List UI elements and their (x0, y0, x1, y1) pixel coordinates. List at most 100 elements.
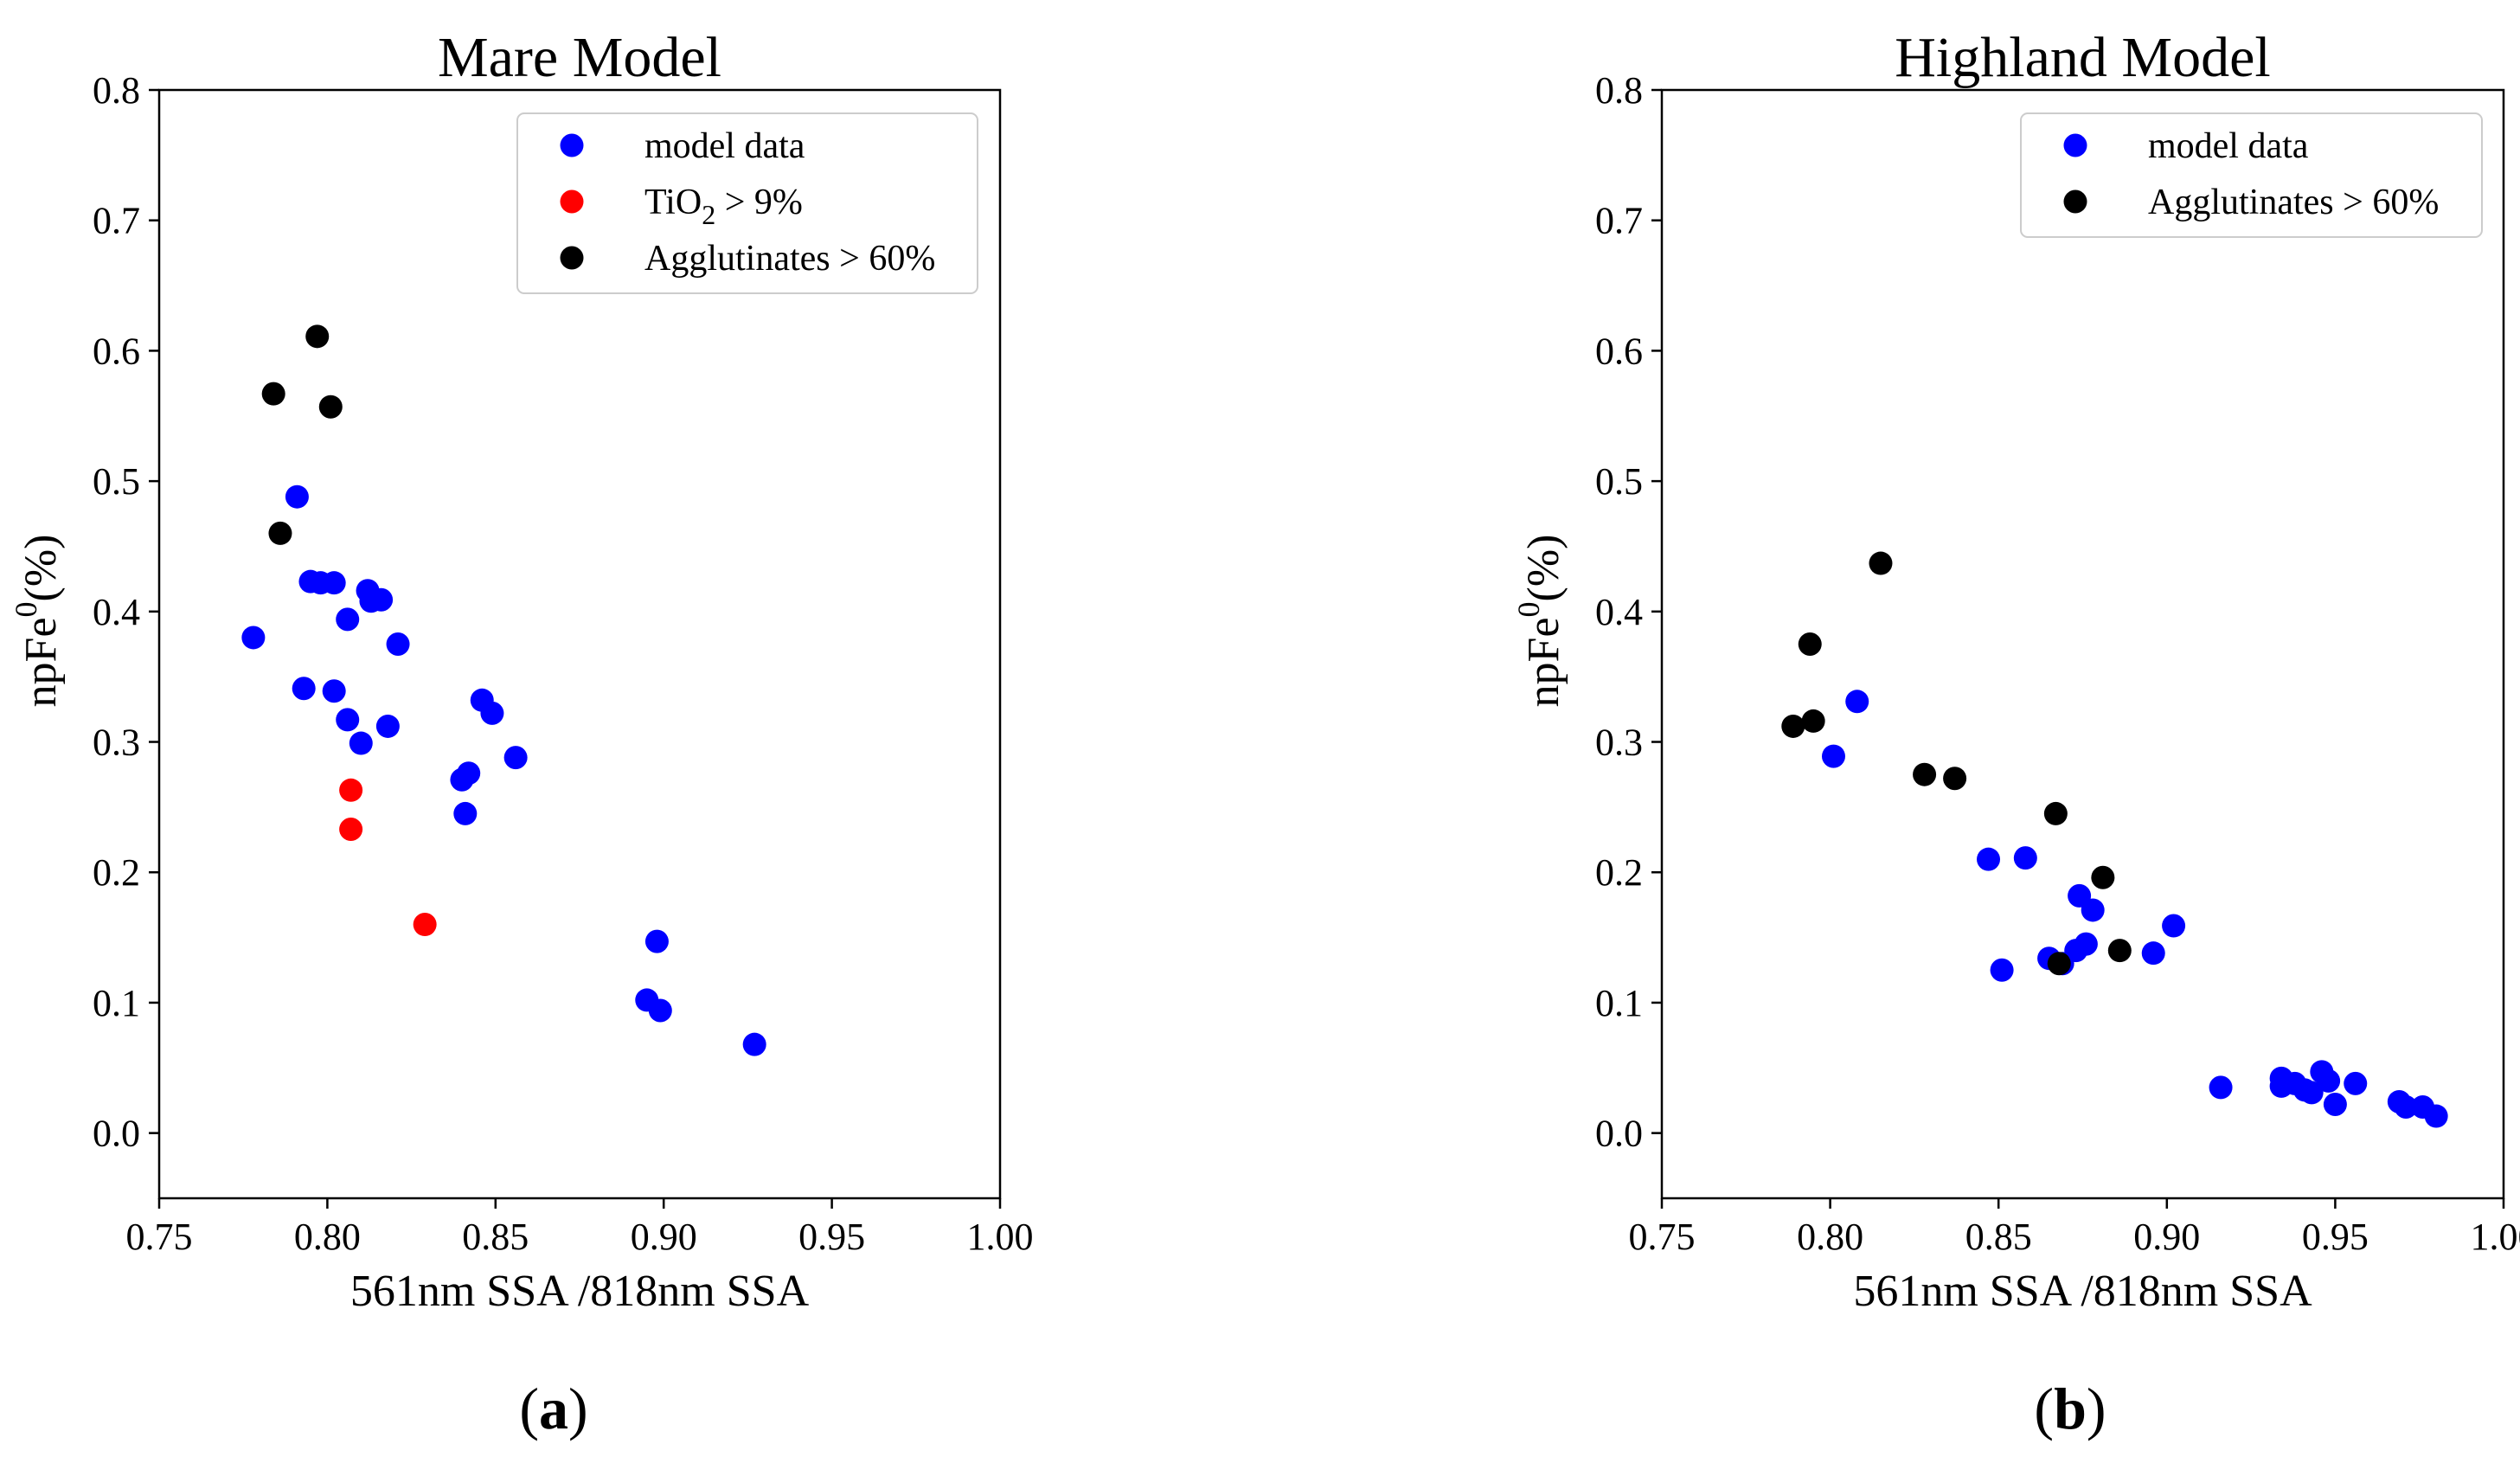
data-point (1943, 767, 1967, 791)
y-tick-label: 0.7 (93, 200, 140, 242)
caption-letter: b (2054, 1376, 2087, 1441)
y-axis-label-base: npFe (16, 617, 66, 707)
legend-box (2020, 112, 2483, 238)
legend-marker (560, 246, 584, 270)
y-tick-label: 0.6 (1595, 330, 1643, 372)
legend-marker (2063, 133, 2087, 157)
x-tick-label: 1.00 (967, 1216, 1034, 1258)
y-tick-label: 0.8 (1595, 69, 1643, 112)
x-tick-label: 0.90 (2133, 1216, 2200, 1258)
data-point (1801, 709, 1825, 733)
data-point (2047, 952, 2071, 976)
data-point (644, 929, 669, 953)
data-point (1821, 744, 1845, 768)
x-tick-label: 0.80 (294, 1216, 361, 1258)
data-point (318, 395, 343, 419)
data-point (2299, 1081, 2324, 1105)
series-model-data (1821, 690, 2448, 1128)
y-tick-label: 0.5 (1595, 460, 1643, 503)
series-agglutinates-60 (1781, 551, 2132, 976)
data-point (1913, 762, 1937, 786)
y-axis-label-units: (%) (16, 535, 66, 602)
x-tick-label: 0.95 (798, 1216, 865, 1258)
data-point (2074, 932, 2098, 956)
data-point (2162, 914, 2186, 938)
data-point (2081, 898, 2105, 922)
data-point (1845, 690, 1869, 714)
caption-paren: ( (2034, 1376, 2054, 1441)
x-tick-label: 1.00 (2471, 1216, 2520, 1258)
caption-paren: ) (568, 1376, 588, 1441)
data-point (285, 484, 309, 509)
data-point (503, 746, 528, 770)
data-point (2141, 941, 2165, 966)
data-point (480, 701, 504, 725)
legend-marker (560, 189, 584, 214)
data-point (375, 714, 400, 738)
data-point (457, 761, 481, 786)
data-point (2209, 1075, 2233, 1100)
y-tick-label: 0.1 (93, 982, 140, 1024)
data-point (648, 998, 672, 1023)
data-point (2043, 801, 2068, 825)
caption-paren: ) (2087, 1376, 2106, 1441)
data-point (241, 626, 266, 650)
data-point (261, 382, 285, 406)
y-tick-label: 0.5 (93, 460, 140, 503)
caption-paren: ( (519, 1376, 539, 1441)
data-point (386, 632, 410, 656)
data-point (2107, 939, 2132, 963)
y-tick-label: 0.6 (93, 330, 140, 372)
y-axis-label-superscript: 0 (1511, 601, 1546, 617)
y-axis-label-units: (%) (1519, 535, 1568, 602)
series-tio2-9 (339, 778, 437, 937)
data-point (322, 571, 346, 595)
series-agglutinates-60 (261, 324, 343, 545)
data-point (2091, 865, 2115, 889)
data-point (1990, 958, 2014, 982)
legend-label: model data (644, 126, 805, 166)
x-tick-label: 0.85 (1965, 1216, 2032, 1258)
data-point (2013, 846, 2037, 870)
data-point (305, 324, 330, 349)
y-tick-label: 0.4 (93, 591, 140, 633)
caption-letter: a (539, 1376, 568, 1441)
x-tick-label: 0.85 (462, 1216, 529, 1258)
data-point (336, 607, 360, 632)
x-tick-label: 0.80 (1797, 1216, 1863, 1258)
data-point (2323, 1092, 2347, 1116)
x-tick-label: 0.95 (2302, 1216, 2369, 1258)
data-point (339, 818, 363, 842)
data-point (2394, 1095, 2418, 1120)
data-point (349, 731, 373, 755)
data-point (2344, 1071, 2368, 1095)
data-point (336, 708, 360, 732)
legend-label-part: > 9% (715, 183, 803, 222)
y-axis-label: npFe0(%) (1511, 535, 1568, 708)
legend-label-part: TiO (644, 183, 702, 222)
x-axis-label: 561nm SSA /818nm SSA (350, 1267, 810, 1316)
chart-panel-b: Highland Model0.750.800.850.900.951.000.… (1511, 26, 2520, 1441)
y-axis-label: npFe0(%) (9, 535, 66, 708)
y-axis-label-superscript: 0 (9, 601, 43, 617)
y-tick-label: 0.0 (1595, 1113, 1643, 1155)
data-point (268, 521, 292, 545)
legend-label: model data (2148, 126, 2309, 166)
y-tick-label: 0.2 (1595, 851, 1643, 894)
data-point (369, 587, 394, 612)
data-point (1781, 714, 1805, 738)
legend-marker (2063, 189, 2087, 214)
data-point (322, 679, 346, 703)
y-tick-label: 0.3 (93, 722, 140, 764)
data-point (1977, 847, 2001, 871)
legend-marker (560, 133, 584, 157)
x-tick-label: 0.90 (631, 1216, 697, 1258)
data-point (413, 913, 437, 937)
y-tick-label: 0.1 (1595, 982, 1643, 1024)
panel-caption: (a) (519, 1376, 587, 1441)
legend-box (516, 112, 978, 294)
data-point (339, 778, 363, 802)
y-tick-label: 0.7 (1595, 200, 1643, 242)
